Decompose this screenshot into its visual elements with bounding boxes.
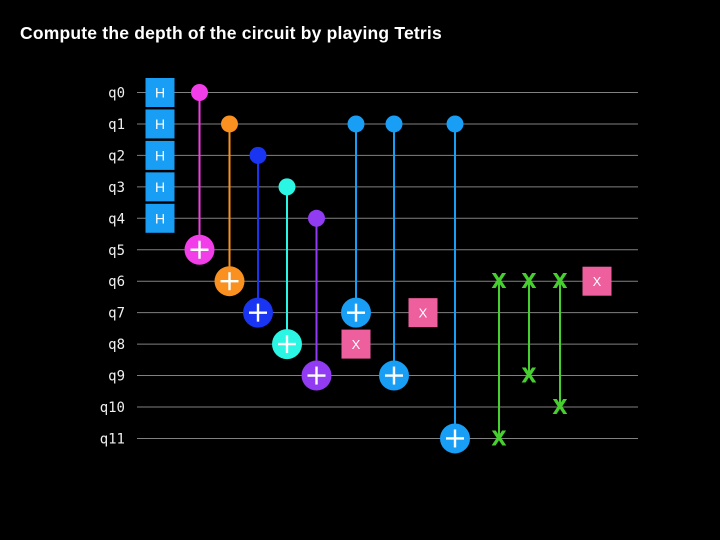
- qubit-label: q7: [108, 306, 125, 322]
- swap-x-icon: X: [552, 269, 568, 293]
- h-gate-label: H: [155, 85, 165, 101]
- h-gate: [145, 172, 175, 202]
- qubit-label: q5: [108, 243, 125, 259]
- swap-x-icon: X: [521, 269, 537, 293]
- qubit-label: q3: [108, 180, 125, 196]
- h-gate: [145, 78, 175, 107]
- control-dot-icon: [308, 209, 325, 227]
- control-dot-icon: [191, 84, 208, 101]
- qubit-label: q1: [108, 117, 125, 133]
- qubit-label: q0: [108, 86, 125, 102]
- qubit-label: q9: [108, 369, 125, 385]
- page-title: Compute the depth of the circuit by play…: [20, 23, 442, 43]
- control-dot-icon: [249, 146, 267, 164]
- qubit-label: q6: [108, 274, 125, 290]
- qubit-label: q11: [100, 431, 125, 447]
- qubit-label: q8: [108, 337, 125, 353]
- x-gate-label: X: [419, 306, 428, 321]
- qubit-label: q10: [100, 400, 125, 416]
- h-gate: [145, 203, 175, 233]
- swap-x-icon: X: [491, 426, 507, 450]
- x-gate-label: X: [352, 337, 361, 352]
- qubit-label: q2: [108, 148, 125, 164]
- control-dot-icon: [278, 178, 296, 196]
- qubit-label: q4: [108, 211, 125, 227]
- h-gate: [145, 140, 175, 170]
- h-gate-label: H: [155, 210, 165, 226]
- swap-x-icon: X: [521, 364, 537, 388]
- control-dot-icon: [446, 115, 464, 133]
- x-gate: [582, 266, 612, 296]
- control-dot-icon: [347, 115, 365, 133]
- h-gate: [145, 109, 175, 139]
- h-gate-label: H: [155, 147, 165, 163]
- swap-x-icon: X: [491, 269, 507, 293]
- x-gate-label: X: [593, 274, 602, 289]
- x-gate: [408, 298, 438, 328]
- x-gate: [341, 329, 371, 359]
- h-gate-label: H: [155, 116, 165, 132]
- swap-x-icon: X: [552, 395, 568, 419]
- control-dot-icon: [385, 115, 403, 133]
- control-dot-icon: [221, 115, 238, 133]
- h-gate-label: H: [155, 179, 165, 195]
